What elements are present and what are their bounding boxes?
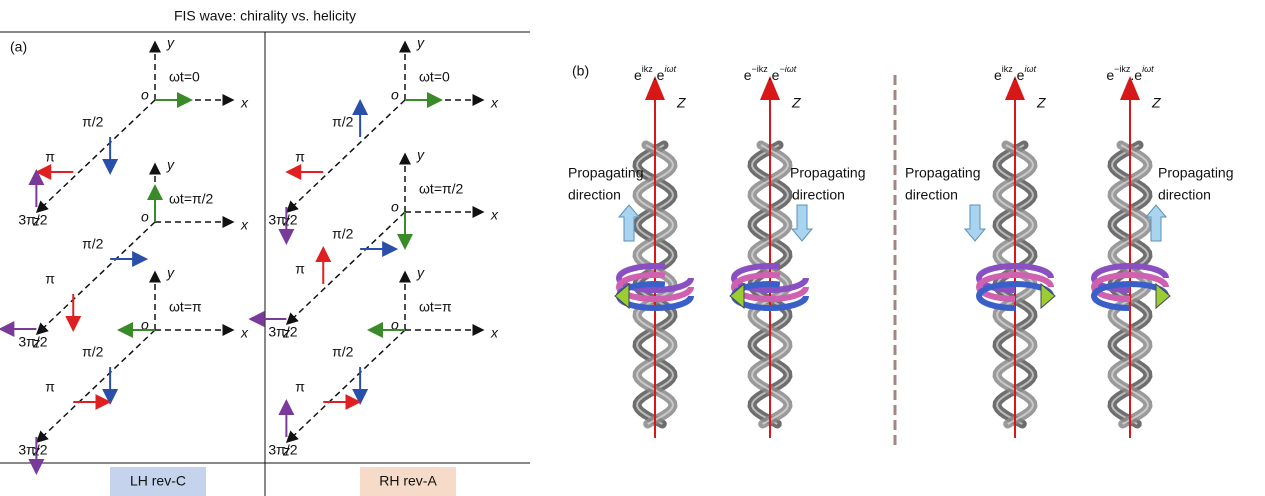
axis-label: y [166,35,175,51]
wave-formula: e−ikz.e−iωt [744,64,797,82]
formula-part: .e [653,67,665,83]
formula-part: −ikz [752,64,769,74]
formula-part: iωt [1142,64,1154,74]
phase-mark: π [295,379,305,395]
phase-mark: 3π/2 [18,212,47,228]
note: Propagating [1158,165,1234,181]
note: Propagating [905,165,981,181]
axis-label: Z [791,95,801,111]
formula-part: .e [768,67,780,83]
origin-label: o [391,199,399,215]
footer: LH rev-C [130,473,186,489]
formula-part: −iωt [779,64,796,74]
wave-formula: eikz.eiωt [994,64,1036,82]
phase-label: ωt=π [169,299,202,315]
panel-label: (b) [572,63,589,79]
phase-mark: 3π/2 [268,324,297,340]
phase-mark: π/2 [332,114,354,130]
phase-mark: π/2 [82,236,104,252]
formula-part: iωt [664,64,676,74]
direction-arrow [792,205,812,241]
phase-label: ωt=π [419,299,452,315]
note: direction [792,187,845,203]
phase-mark: π/2 [82,344,104,360]
phase-mark: π [295,261,305,277]
axis-label: x [490,325,499,341]
phase-mark: π [295,149,305,165]
origin-label: o [391,87,399,103]
axis-label: x [240,95,249,111]
phase-mark: π [45,271,55,287]
note: Propagating [790,165,866,181]
formula-part: −ikz [1114,64,1131,74]
formula-part: ikz [1002,64,1013,74]
axis-label: y [166,157,175,173]
note: direction [1158,187,1211,203]
phase-mark: π [45,149,55,165]
phase-label: ωt=0 [169,69,200,85]
origin-label: o [141,209,149,225]
phase-label: ωt=π/2 [419,181,464,197]
formula-part: .e [1130,67,1142,83]
axis-label: x [490,95,499,111]
phase-mark: π [45,379,55,395]
phase-label: ωt=0 [419,69,450,85]
axis-label: x [240,217,249,233]
formula-part: e [634,67,642,83]
phase-label: ωt=π/2 [169,191,214,207]
wave-formula: eikz.eiωt [634,64,676,82]
axis-label: Z [1036,95,1046,111]
note: direction [568,187,621,203]
axis-label: y [166,265,175,281]
formula-part: iωt [1024,64,1036,74]
formula-part: .e [1013,67,1025,83]
note: Propagating [568,165,644,181]
origin-label: o [141,87,149,103]
phase-mark: π/2 [82,114,104,130]
axis-label: x [490,207,499,223]
phase-mark: 3π/2 [18,442,47,458]
direction-arrow [965,205,985,241]
axis-label: Z [1151,95,1161,111]
figure: FIS wave: chirality vs. helicity LH rev-… [0,0,1265,496]
phase-mark: 3π/2 [268,212,297,228]
axis-label: x [240,325,249,341]
formula-part: e [1106,67,1114,83]
axis-label: Z [676,95,686,111]
note: direction [905,187,958,203]
title: FIS wave: chirality vs. helicity [174,8,356,24]
formula-part: e [994,67,1002,83]
phase-mark: π/2 [332,344,354,360]
axis-label: y [416,147,425,163]
wave-formula: e−ikz.eiωt [1106,64,1154,82]
formula-part: ikz [642,64,653,74]
phase-mark: 3π/2 [18,334,47,350]
footer: RH rev-A [379,473,437,489]
phase-mark: π/2 [332,226,354,242]
formula-part: e [744,67,752,83]
axis-label: y [416,35,425,51]
panel-label: (a) [10,39,27,55]
phase-mark: 3π/2 [268,442,297,458]
axis-label: y [416,265,425,281]
